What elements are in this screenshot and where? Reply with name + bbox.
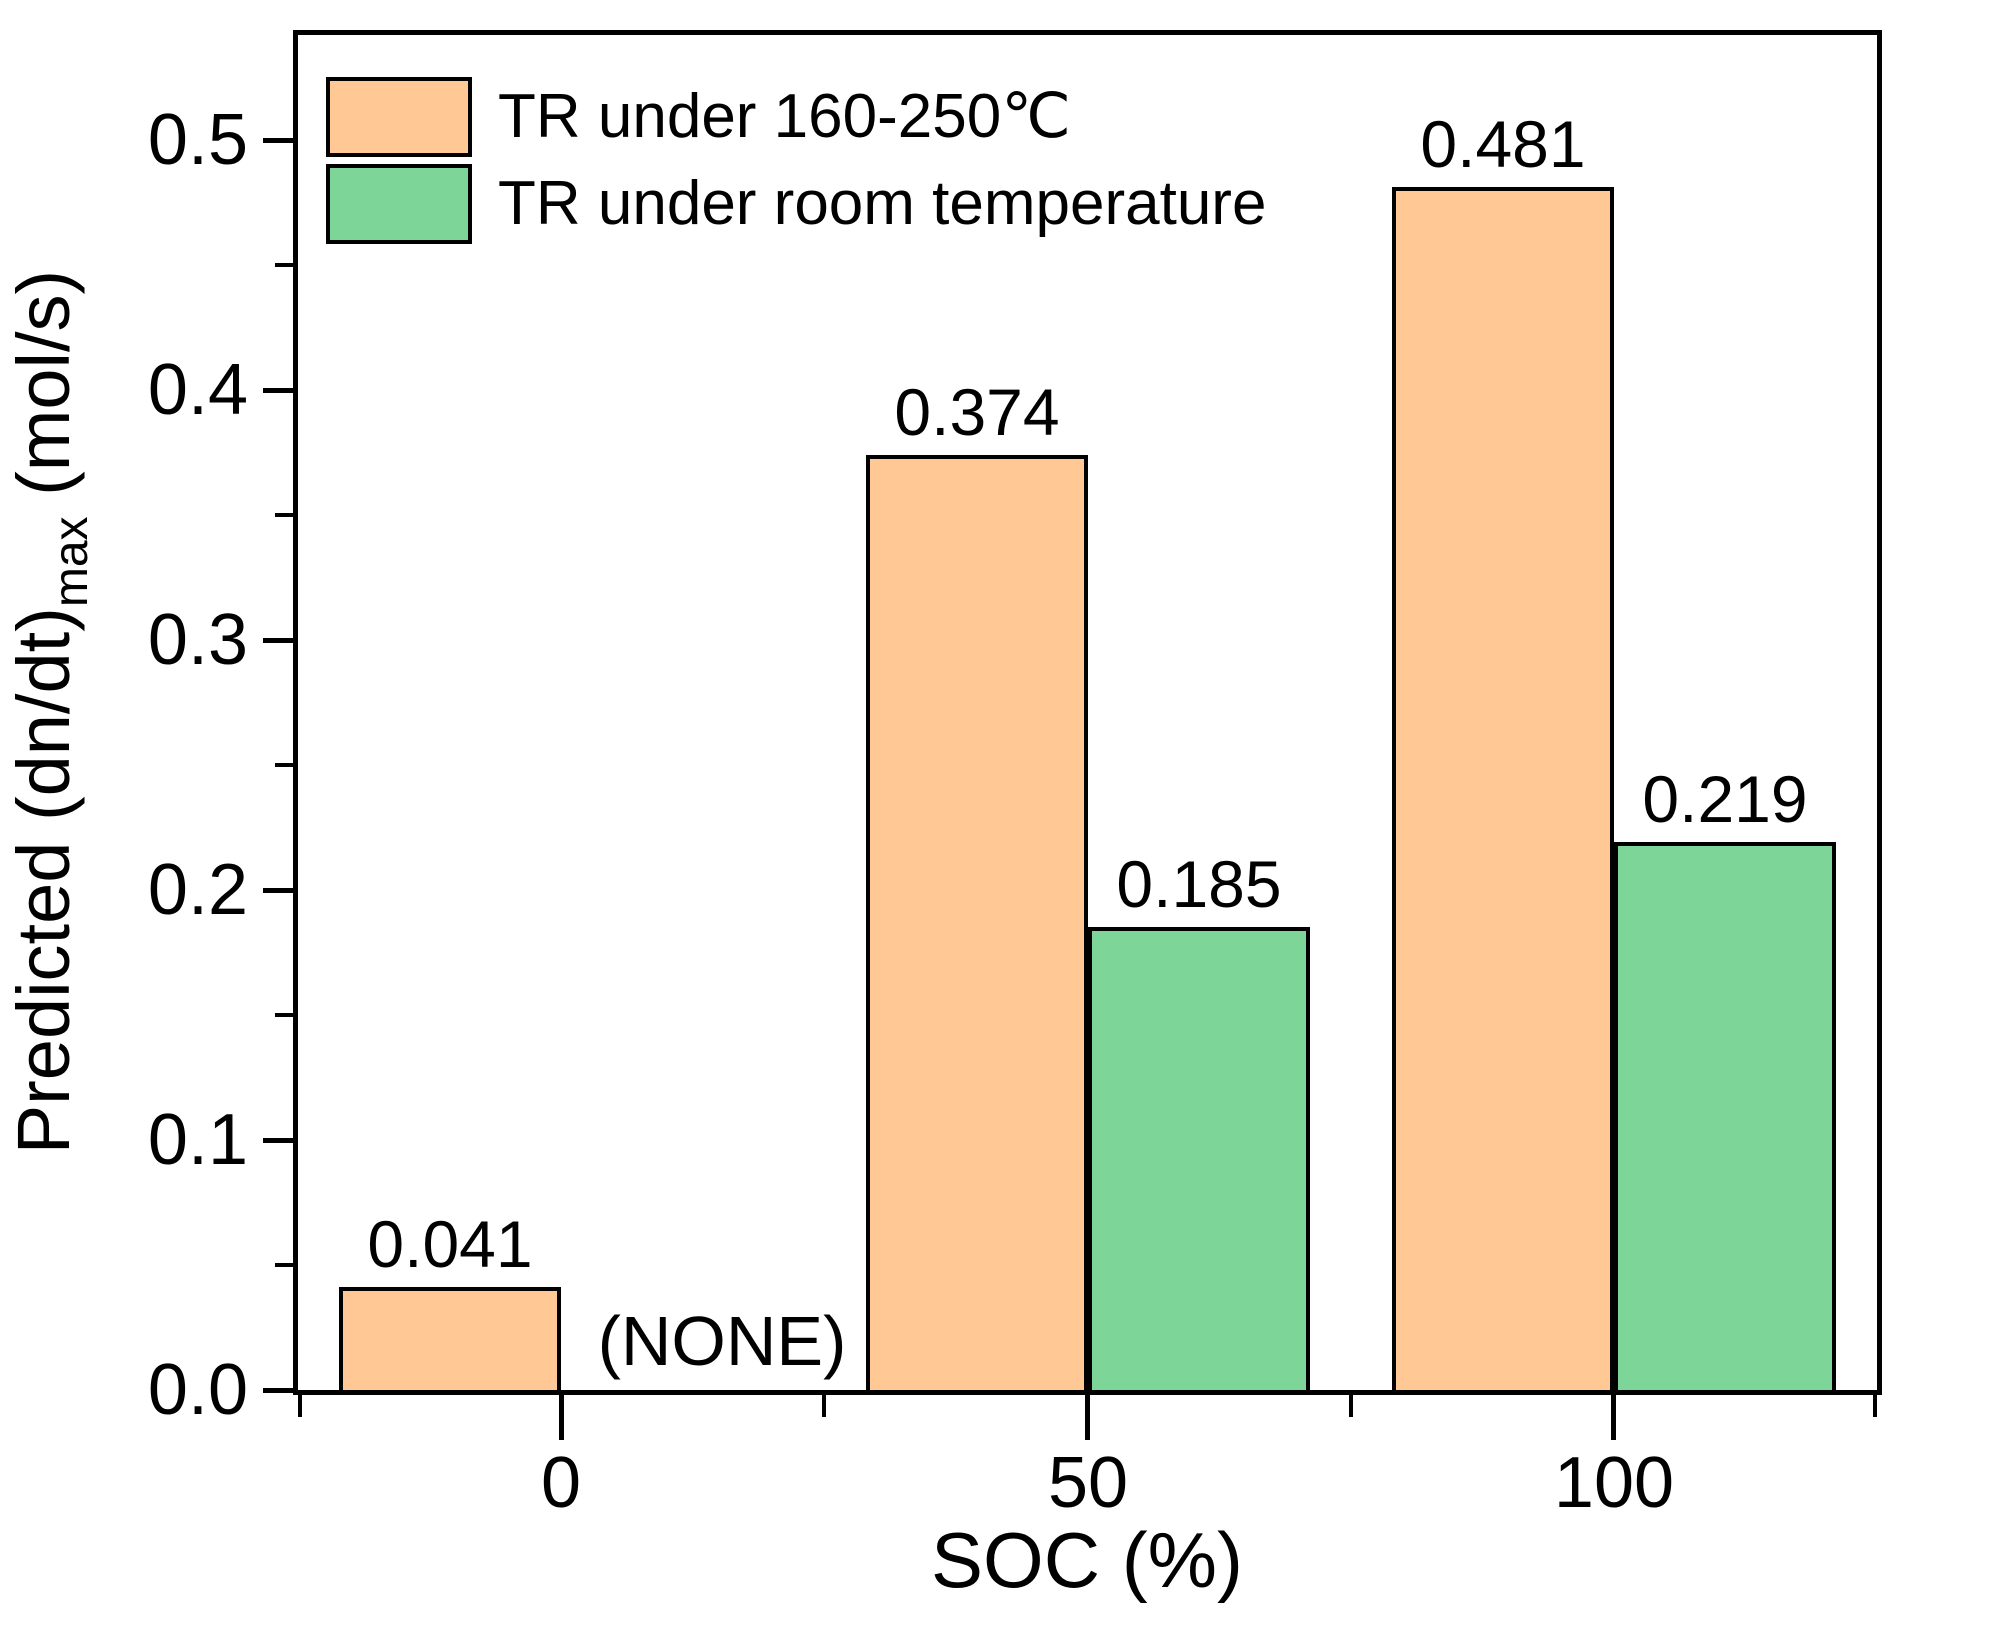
bar xyxy=(866,455,1088,1390)
x-axis-title: SOC (%) xyxy=(931,1516,1243,1604)
legend-entry: TR under room temperature xyxy=(326,164,1266,244)
legend-entry: TR under 160-250℃ xyxy=(326,77,1266,157)
none-value-label: (NONE) xyxy=(597,1302,847,1380)
y-axis-tick-label: 0.4 xyxy=(147,350,248,430)
x-axis-minor-tick xyxy=(1873,1395,1877,1417)
y-axis-tick-label: 0.0 xyxy=(147,1350,248,1430)
x-axis-major-tick xyxy=(1085,1395,1090,1440)
y-axis-tick-label: 0.5 xyxy=(147,100,248,180)
y-axis-tick-label: 0.3 xyxy=(147,600,248,680)
y-axis-tick-label: 0.1 xyxy=(147,1100,248,1180)
y-axis-minor-tick xyxy=(275,763,293,767)
bar xyxy=(339,1287,561,1390)
x-axis-minor-tick xyxy=(1349,1395,1353,1417)
legend-label-series2: TR under room temperature xyxy=(498,169,1267,238)
y-axis-major-tick xyxy=(263,388,293,393)
y-axis-tick-label: 0.2 xyxy=(147,850,248,930)
bar xyxy=(1392,187,1614,1390)
y-axis-major-tick xyxy=(263,138,293,143)
legend-swatch-series1 xyxy=(326,77,472,157)
y-axis-major-tick xyxy=(263,1138,293,1143)
y-axis-minor-tick xyxy=(275,513,293,517)
y-axis-major-tick xyxy=(263,888,293,893)
x-axis-minor-tick xyxy=(298,1395,302,1417)
y-axis-title-suffix: (mol/s) xyxy=(2,269,85,517)
bar-value-label: 0.219 xyxy=(1642,762,1808,836)
y-axis-minor-tick xyxy=(275,1263,293,1267)
y-axis-title-subscript: max xyxy=(45,516,98,608)
legend-label-series1: TR under 160-250℃ xyxy=(498,82,1071,151)
y-axis-major-tick xyxy=(263,638,293,643)
x-axis-tick-label: 50 xyxy=(1047,1443,1129,1523)
bar-value-label: 0.185 xyxy=(1116,847,1282,921)
y-axis-title: Predicted (dn/dt)max (mol/s) xyxy=(2,269,112,1155)
bar-value-label: 0.374 xyxy=(894,375,1060,449)
bar xyxy=(1614,842,1836,1390)
bar xyxy=(1088,927,1310,1390)
x-axis-major-tick xyxy=(559,1395,564,1440)
bar-value-label: 0.481 xyxy=(1420,107,1586,181)
y-axis-major-tick xyxy=(263,1388,293,1393)
x-axis-major-tick xyxy=(1611,1395,1616,1440)
plot-area: TR under 160-250℃ TR under room temperat… xyxy=(148,30,1882,1521)
bar-value-label: 0.041 xyxy=(367,1207,533,1281)
y-axis-minor-tick xyxy=(275,263,293,267)
legend-swatch-series2 xyxy=(326,164,472,244)
x-axis-tick-label: 0 xyxy=(540,1443,582,1523)
x-axis-minor-tick xyxy=(822,1395,826,1417)
x-axis-tick-label: 100 xyxy=(1553,1443,1675,1523)
y-axis-minor-tick xyxy=(275,1013,293,1017)
y-axis-title-prefix: Predicted (dn/dt) xyxy=(2,607,85,1155)
legend: TR under 160-250℃ TR under room temperat… xyxy=(326,77,1266,251)
